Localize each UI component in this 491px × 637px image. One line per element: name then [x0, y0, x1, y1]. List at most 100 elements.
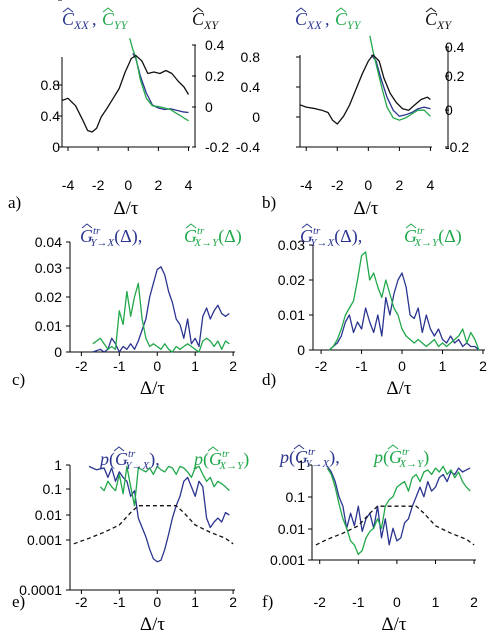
subscript: XY [203, 18, 219, 32]
right-y-tick-label: 0 [205, 99, 213, 115]
legend-cyy: CYY [335, 9, 362, 32]
legend-d: Gtr Y→X(Δ), Gtr X→Y(Δ) [300, 223, 462, 249]
legend-cxy-hat [425, 7, 437, 13]
paren: ) [329, 447, 335, 468]
legend-cyy-hat [335, 7, 347, 13]
subscript: Y→X [125, 460, 150, 472]
y-tick-label: 0.03 [35, 260, 62, 276]
legend-g-hat [293, 444, 305, 450]
superscript-tr: tr [417, 225, 425, 237]
y-tick-label: 0 [54, 344, 62, 360]
subscript: XX [306, 18, 322, 32]
legend-p: p [192, 449, 203, 469]
y-tick-label: 0.03 [278, 237, 305, 253]
legend-G: G [115, 449, 128, 469]
legend-g-xy: p(Gtr X→Y) [192, 448, 249, 472]
x-tick-label: 4 [427, 177, 435, 193]
paren: ) [243, 449, 249, 470]
legend-G: G [184, 226, 197, 246]
legend-b: CXX, CYY CXY [295, 7, 452, 32]
legend-G: G [404, 226, 417, 246]
paren: ( [289, 447, 295, 468]
y-tick-label: 0.02 [35, 289, 62, 305]
legend-g-xy: Gtr X→Y(Δ) [404, 225, 462, 249]
series-line-blue [328, 272, 480, 351]
paren: (Δ) [218, 226, 242, 247]
legend-g-hat [405, 223, 417, 229]
x-axis-label: Δ/τ [140, 378, 165, 399]
x-tick-label: -1 [113, 358, 126, 374]
right-y-tick-label: -0.2 [205, 139, 229, 155]
x-tick-label: -4 [62, 177, 75, 193]
x-tick-label: 1 [432, 594, 440, 610]
series-line-green [92, 282, 230, 353]
series-line-green [326, 465, 471, 556]
legend-cxx-hat [295, 7, 307, 13]
legend-g-yx: p(Gtr Y→X), [278, 446, 340, 470]
series-line-blue [370, 54, 431, 117]
legend-cxx-hat [62, 7, 74, 13]
y-tick-label: 0.4 [241, 79, 261, 95]
x-axis-label: Δ/τ [353, 198, 378, 219]
x-tick-label: -1 [355, 358, 368, 374]
superscript-tr: tr [93, 225, 101, 237]
y-tick-label: 0 [52, 139, 60, 155]
legend-sep: , [325, 9, 330, 29]
legend-G: G [300, 226, 313, 246]
legend-cyy-hat [102, 7, 114, 13]
subscript: X→Y [193, 237, 220, 249]
legend-cxx: CXX [62, 9, 89, 32]
x-tick-label: 0 [398, 358, 406, 374]
chart-panel-c: -2 -1 0 1 2 0.04 0.03 0.02 0.01 0 c) Δ/τ [12, 234, 237, 399]
superscript-tr: tr [308, 446, 316, 458]
series-line-black-dashed [73, 505, 234, 545]
series-line-blue [92, 266, 230, 353]
y-tick-label: 0.02 [278, 272, 305, 288]
series-line-black [299, 54, 431, 125]
legend-cxy-hat [192, 7, 204, 13]
subscript: X→Y [413, 237, 440, 249]
legend-G: G [80, 226, 93, 246]
legend-sep: , [92, 9, 97, 29]
subscript: YY [114, 18, 129, 32]
paren: ) [423, 447, 429, 468]
y-tick-label: 0 [252, 109, 260, 125]
superscript-tr: tr [128, 448, 136, 460]
legend-sep: , [138, 226, 143, 246]
series-line-green [369, 35, 431, 121]
legend-g-hat [81, 223, 93, 229]
subscript: Y→X [305, 458, 330, 470]
x-tick-label: -2 [75, 358, 88, 374]
legend-G: G [295, 447, 308, 467]
legend-g-hat [185, 223, 197, 229]
panel-label: f) [262, 592, 273, 611]
paren: ( [203, 449, 209, 470]
right-y-tick-label: 0.2 [205, 68, 225, 84]
x-axis-label: Δ/τ [140, 614, 165, 635]
y-tick-label: 0.0001 [19, 582, 62, 598]
legend-cyy: CYY [102, 9, 129, 32]
chart-panel-a: -4 -2 0 2 4 0.8 0.4 0 -0.4 0.4 0.2 0 -0.2 a) Δ/τ [8, 0, 229, 219]
y-tick-label: -0.4 [36, 0, 60, 3]
paren: ( [383, 447, 389, 468]
x-tick-label: 2 [395, 177, 403, 193]
y-tick-label: 0.01 [35, 507, 62, 523]
y-tick-label: 0.04 [35, 234, 62, 250]
y-tick-label: 0.1 [286, 489, 306, 505]
x-tick-label: 0 [124, 177, 132, 193]
x-tick-label: 4 [185, 177, 193, 193]
legend-f: p(Gtr Y→X), p(Gtr X→Y) [278, 444, 429, 470]
paren: (Δ) [334, 226, 358, 247]
x-axis-label: Δ/τ [386, 378, 411, 399]
superscript-tr: tr [222, 448, 230, 460]
subscript: X→Y [398, 458, 425, 470]
panel-label: c) [12, 370, 25, 389]
series-line-blue [88, 465, 230, 563]
legend-cxx: CXX [295, 9, 322, 32]
x-tick-label: 1 [191, 358, 199, 374]
x-tick-label: 2 [229, 358, 237, 374]
legend-sep: , [155, 449, 160, 469]
right-y-tick-label: 0.4 [205, 37, 225, 53]
chart-panel-b: -4 -2 0 2 4 0.8 0.4 0 -0.4 0.4 0.2 0 -0.2 b) Δ/τ [236, 35, 469, 219]
